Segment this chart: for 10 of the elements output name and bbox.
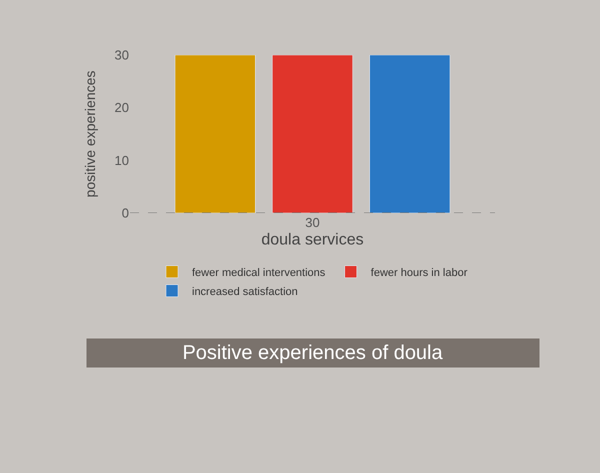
text: Positive experiences of doula — [182, 342, 444, 364]
y-axis-title: positive experiences — [82, 70, 98, 198]
legend-label: fewer hours in labor — [370, 267, 468, 280]
y-tick-label: 10 — [114, 152, 129, 168]
y-tick-label: 20 — [114, 100, 129, 116]
x-axis-title: doula services — [261, 232, 364, 249]
y-tick-label: 30 — [114, 48, 129, 63]
y-tick-label: 0 — [122, 206, 129, 221]
legend-label: increased satisfaction — [192, 286, 298, 298]
legend-label: fewer medical interventions — [192, 267, 326, 280]
